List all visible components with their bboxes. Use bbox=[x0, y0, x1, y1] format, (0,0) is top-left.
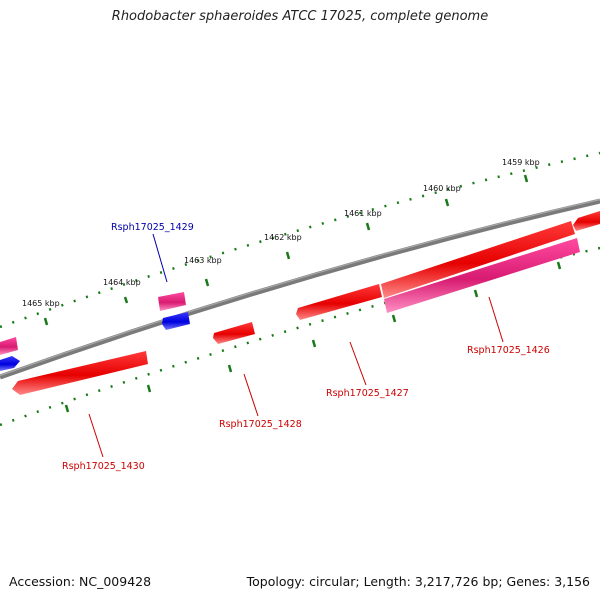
gene-arrow-1428 bbox=[213, 322, 255, 344]
gene-label-1430: Rsph17025_1430 bbox=[62, 461, 145, 472]
scale-label-1462: 1462 kbp bbox=[264, 233, 302, 242]
scale-label-1465: 1465 kbp bbox=[22, 299, 60, 308]
gene-arrow-edge-pink bbox=[0, 337, 18, 355]
gene-arrow-1427 bbox=[296, 284, 382, 320]
reverse-strand-genes bbox=[0, 292, 190, 371]
accession-text: Accession: NC_009428 bbox=[9, 574, 152, 589]
gene-arrow-edge bbox=[573, 211, 600, 231]
gene-arrow-1429 bbox=[162, 312, 190, 330]
gene-arrow-1426a bbox=[381, 221, 575, 298]
scale-label-1460: 1460 kbp bbox=[423, 184, 461, 193]
gene-labels: Rsph17025_1429 Rsph17025_1426 Rsph17025_… bbox=[62, 222, 550, 472]
scale-label-1464: 1464 kbp bbox=[103, 278, 141, 287]
genome-backbone bbox=[0, 198, 600, 380]
map-title: Rhodobacter sphaeroides ATCC 17025, comp… bbox=[111, 9, 489, 24]
scale-labels: 1459 kbp 1460 kbp 1461 kbp 1462 kbp 1463… bbox=[22, 158, 540, 308]
gene-arrow-edge-blue bbox=[0, 356, 20, 371]
scale-label-1461: 1461 kbp bbox=[344, 209, 382, 218]
gene-label-1428: Rsph17025_1428 bbox=[219, 419, 302, 430]
forward-strand-genes bbox=[12, 211, 600, 395]
gene-label-1426: Rsph17025_1426 bbox=[467, 345, 550, 356]
scale-ring-inner bbox=[0, 246, 600, 427]
scale-label-1459: 1459 kbp bbox=[502, 158, 540, 167]
major-ticks bbox=[43, 174, 562, 413]
gene-label-1429: Rsph17025_1429 bbox=[111, 222, 194, 233]
gene-arrow-1426b bbox=[384, 238, 580, 313]
gene-arrow-1429-pink bbox=[158, 292, 186, 311]
callout-lines bbox=[88, 233, 504, 458]
gene-label-1427: Rsph17025_1427 bbox=[326, 388, 409, 399]
scale-label-1463: 1463 kbp bbox=[184, 256, 222, 265]
gene-arrow-1430 bbox=[12, 351, 148, 395]
genome-summary-text: Topology: circular; Length: 3,217,726 bp… bbox=[246, 574, 590, 589]
